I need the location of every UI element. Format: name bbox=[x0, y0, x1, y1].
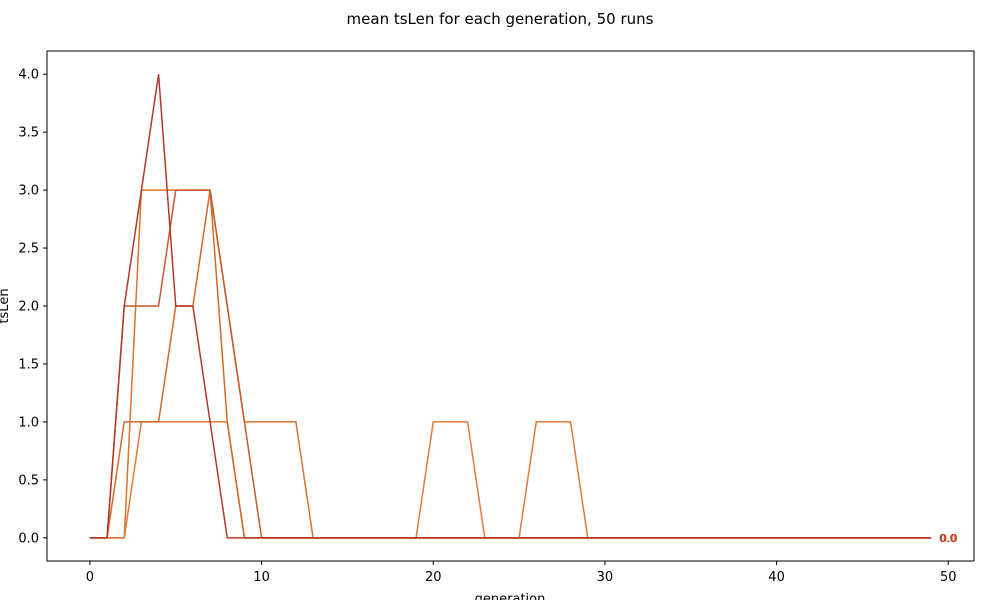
axes-frame bbox=[46, 50, 975, 562]
x-tick-label: 10 bbox=[253, 570, 270, 585]
series-end-label-3: 0.0 bbox=[939, 532, 957, 545]
y-tick-label: 1.5 bbox=[18, 357, 39, 372]
series-line-5 bbox=[89, 74, 932, 539]
y-tick-label: 3.0 bbox=[18, 184, 39, 199]
series-end-label-1: 0.0 bbox=[939, 532, 957, 545]
series-lines bbox=[89, 74, 932, 539]
end-labels: 0.00.00.00.00.0 bbox=[939, 532, 958, 545]
x-tick-label: 0 bbox=[86, 570, 94, 585]
axis-ticks: 0 10 20 30 40 50 0.0 0.5 1.0 1.5 2.0 2.5 3.0 3.5 4.0 bbox=[18, 68, 956, 585]
series-end-label-5: 0.0 bbox=[939, 532, 957, 545]
series-end-label-2: 0.0 bbox=[940, 532, 958, 545]
x-tick-label: 30 bbox=[597, 570, 614, 585]
y-tick-label: 0.5 bbox=[18, 473, 39, 488]
series-line-2 bbox=[89, 189, 932, 539]
y-axis-label: tsLen bbox=[0, 288, 12, 323]
x-axis-label: generation bbox=[475, 592, 546, 600]
y-tick-label: 1.0 bbox=[18, 415, 39, 430]
series-end-label-4: 0.0 bbox=[940, 532, 958, 545]
y-tick-label: 2.0 bbox=[18, 300, 39, 315]
x-tick-label: 50 bbox=[940, 570, 957, 585]
y-tick-label: 2.5 bbox=[18, 242, 39, 257]
y-tick-label: 4.0 bbox=[18, 68, 39, 83]
series-line-1 bbox=[89, 421, 932, 539]
chart-title: mean tsLen for each generation, 50 runs bbox=[347, 10, 654, 28]
x-tick-label: 40 bbox=[768, 570, 785, 585]
y-tick-label: 3.5 bbox=[18, 126, 39, 141]
x-tick-label: 20 bbox=[425, 570, 442, 585]
series-line-3 bbox=[89, 189, 932, 539]
series-line-4 bbox=[89, 189, 932, 539]
y-tick-label: 0.0 bbox=[18, 531, 39, 546]
